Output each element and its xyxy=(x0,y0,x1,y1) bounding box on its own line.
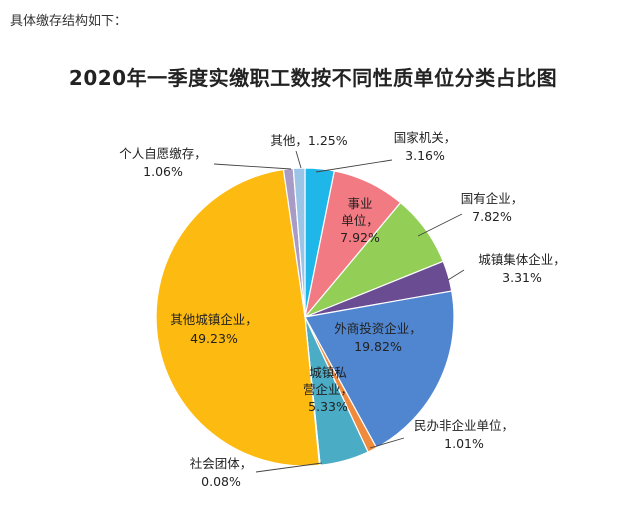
slice-label-guoyou-1: 7.82% xyxy=(472,209,512,224)
slice-label-jiti-0: 城镇集体企业， xyxy=(478,252,566,267)
slice-label-waishang-1: 19.82% xyxy=(354,339,402,354)
leader-line-5 xyxy=(213,163,292,170)
leader-lines xyxy=(213,150,465,473)
slice-label-qitachengzhen-0: 其他城镇企业， xyxy=(170,312,258,327)
leader-line-3 xyxy=(369,437,405,449)
leader-line-1 xyxy=(417,213,463,237)
intro-text: 具体缴存结构如下： xyxy=(10,14,128,29)
leader-line-6 xyxy=(295,150,302,169)
leader-line-4 xyxy=(255,462,323,473)
slice-label-jiti-1: 3.31% xyxy=(502,270,542,285)
slice-label-shiye-0: 事业 xyxy=(347,196,372,211)
pie-slice-8 xyxy=(155,168,321,467)
pie-slice-10 xyxy=(292,167,306,318)
slice-label-waishang-0: 外商投资企业， xyxy=(334,321,422,336)
slice-label-shetuan-1: 0.08% xyxy=(201,474,241,489)
slice-label-siying-1: 营企业， xyxy=(303,382,353,397)
slice-label-guoyou-0: 国有企业， xyxy=(461,191,524,206)
slice-label-minban-0: 民办非企业单位， xyxy=(414,418,514,433)
leader-line-2 xyxy=(447,269,465,281)
slice-label-qitachengzhen-1: 49.23% xyxy=(190,331,238,346)
slice-label-shiye-1: 单位， xyxy=(341,213,379,228)
slice-label-qita-0: 其他，1.25% xyxy=(270,133,347,148)
pie-slice-4 xyxy=(304,290,455,449)
leader-line-0 xyxy=(315,159,393,173)
slice-label-geren-1: 1.06% xyxy=(143,164,183,179)
slice-label-shetuan-0: 社会团体， xyxy=(190,456,253,471)
slice-label-guojia-1: 3.16% xyxy=(405,148,445,163)
slice-label-guojia-0: 国家机关， xyxy=(394,130,457,145)
slice-label-shiye-2: 7.92% xyxy=(340,230,380,245)
slice-label-geren-0: 个人自愿缴存， xyxy=(119,146,207,161)
slice-label-minban-1: 1.01% xyxy=(444,436,484,451)
slice-label-siying-0: 城镇私 xyxy=(309,365,347,380)
chart-title: 2020年一季度实缴职工数按不同性质单位分类占比图 xyxy=(68,66,558,90)
pie-slices xyxy=(155,167,455,467)
slice-label-siying-2: 5.33% xyxy=(308,399,348,414)
